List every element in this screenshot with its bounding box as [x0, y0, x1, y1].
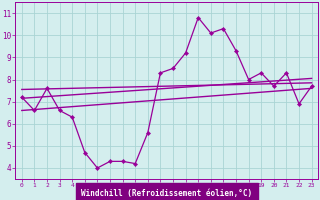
X-axis label: Windchill (Refroidissement éolien,°C): Windchill (Refroidissement éolien,°C) [81, 189, 252, 198]
